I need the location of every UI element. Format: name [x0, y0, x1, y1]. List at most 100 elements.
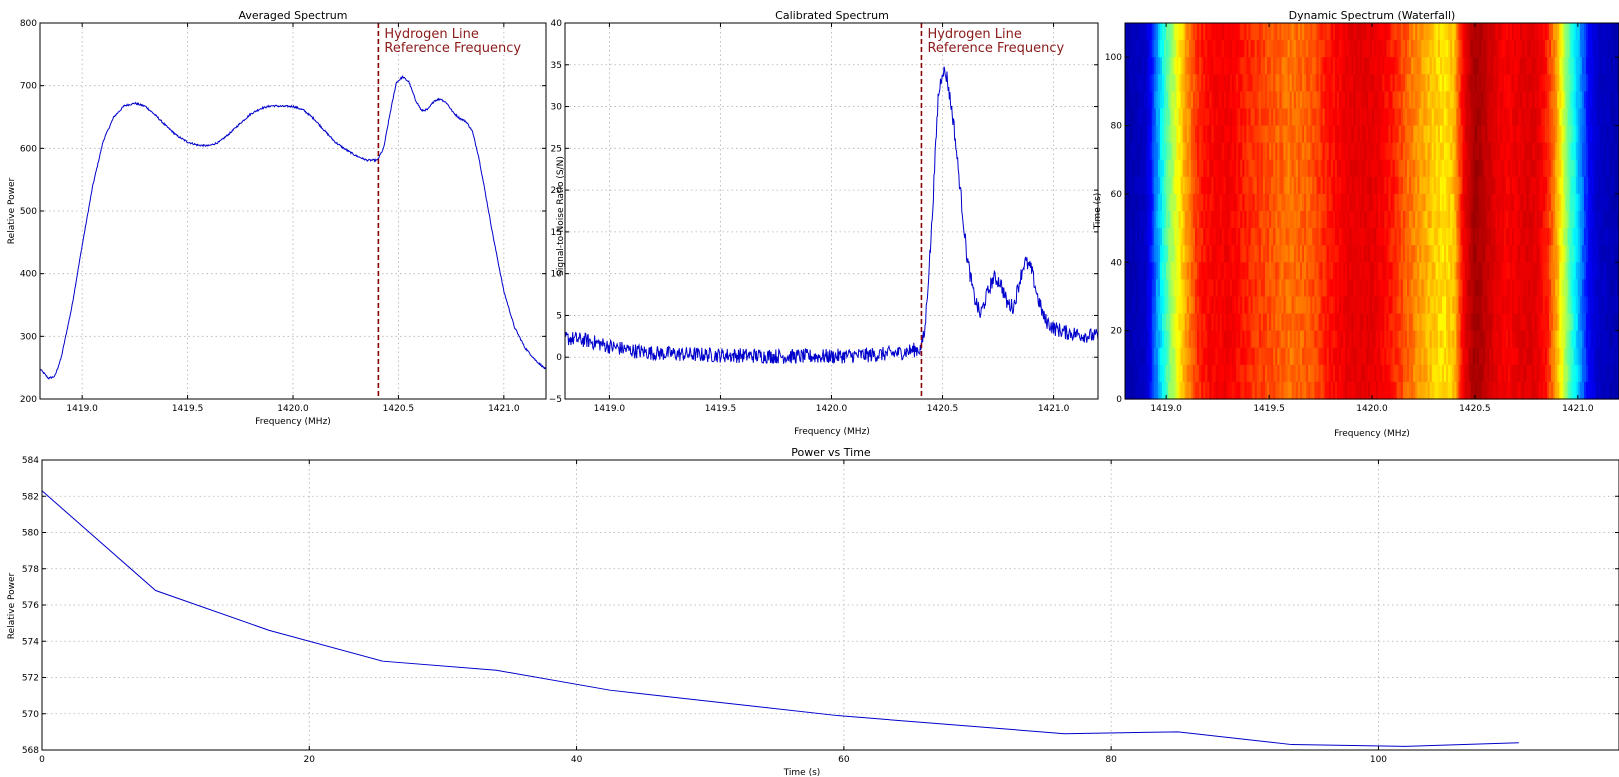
heatmap-cell — [1133, 108, 1136, 127]
heatmap-cell — [1262, 211, 1266, 229]
heatmap-cell — [1363, 142, 1367, 161]
heatmap-cell — [1334, 347, 1338, 366]
heatmap-cell — [1419, 262, 1422, 280]
heatmap-cell — [1439, 108, 1443, 127]
heatmap-cell — [1378, 176, 1381, 195]
heatmap-cell — [1332, 159, 1336, 178]
heatmap-cell — [1569, 245, 1573, 263]
heatmap-cell — [1240, 296, 1243, 315]
heatmap-cell — [1131, 279, 1134, 298]
heatmap-cell — [1409, 228, 1412, 246]
heatmap-cell — [1540, 40, 1544, 58]
heatmap-cell — [1164, 313, 1167, 332]
heatmap-cell — [1530, 347, 1534, 366]
heatmap-cell — [1534, 228, 1538, 246]
heatmap-cell — [1571, 57, 1575, 75]
heatmap-cell — [1151, 279, 1155, 298]
heatmap-cell — [1351, 313, 1355, 332]
heatmap-cell — [1155, 57, 1159, 75]
heatmap-cell — [1406, 142, 1410, 161]
heatmap-cell — [1314, 364, 1318, 383]
heatmap-cell — [1427, 23, 1431, 41]
heatmap-cell — [1493, 364, 1497, 383]
heatmap-cell — [1137, 108, 1141, 127]
averaged-spectrum-ylabel: Relative Power — [7, 178, 17, 245]
heatmap-cell — [1388, 74, 1392, 92]
heatmap-cell — [1474, 313, 1478, 332]
heatmap-cell — [1205, 176, 1208, 195]
heatmap-cell — [1250, 313, 1254, 332]
heatmap-cell — [1345, 228, 1348, 246]
heatmap-cell — [1380, 193, 1383, 212]
heatmap-cell — [1244, 40, 1248, 58]
heatmap-cell — [1184, 245, 1188, 263]
heatmap-cell — [1553, 262, 1556, 280]
heatmap-cell — [1520, 193, 1523, 212]
heatmap-cell — [1252, 364, 1256, 383]
heatmap-cell — [1573, 347, 1577, 366]
heatmap-cell — [1337, 74, 1340, 92]
heatmap-cell — [1567, 279, 1571, 298]
heatmap-cell — [1312, 279, 1315, 298]
heatmap-cell — [1516, 176, 1519, 195]
heatmap-cell — [1170, 296, 1173, 315]
heatmap-cell — [1528, 296, 1532, 315]
heatmap-cell — [1553, 125, 1556, 144]
heatmap-cell — [1460, 57, 1464, 75]
heatmap-cell — [1322, 262, 1326, 280]
heatmap-cell — [1551, 296, 1554, 315]
heatmap-cell — [1345, 364, 1348, 383]
heatmap-cell — [1351, 364, 1355, 383]
heatmap-cell — [1404, 262, 1408, 280]
heatmap-cell — [1460, 142, 1464, 161]
heatmap-cell — [1476, 91, 1480, 110]
heatmap-cell — [1320, 193, 1324, 212]
heatmap-cell — [1546, 245, 1550, 263]
heatmap-cell — [1466, 296, 1470, 315]
heatmap-cell — [1330, 347, 1334, 366]
heatmap-cell — [1466, 193, 1470, 212]
heatmap-cell — [1324, 57, 1328, 75]
heatmap-cell — [1328, 381, 1332, 400]
heatmap-cell — [1427, 262, 1431, 280]
heatmap-cell — [1337, 330, 1340, 349]
heatmap-cell — [1404, 142, 1408, 161]
heatmap-cell — [1468, 245, 1472, 263]
heatmap-cell — [1577, 125, 1581, 144]
heatmap-cell — [1404, 23, 1408, 41]
heatmap-cell — [1435, 57, 1439, 75]
heatmap-cell — [1180, 313, 1184, 332]
heatmap-cell — [1194, 40, 1198, 58]
heatmap-cell — [1509, 330, 1513, 349]
heatmap-cell — [1302, 125, 1305, 144]
heatmap-cell — [1425, 57, 1429, 75]
heatmap-cell — [1509, 245, 1513, 263]
heatmap-cell — [1468, 125, 1472, 144]
heatmap-cell — [1295, 125, 1299, 144]
heatmap-cell — [1324, 245, 1328, 263]
heatmap-cell — [1483, 330, 1486, 349]
heatmap-cell — [1460, 313, 1464, 332]
heatmap-cell — [1201, 57, 1204, 75]
heatmap-cell — [1474, 40, 1478, 58]
heatmap-cell — [1166, 40, 1169, 58]
heatmap-cell — [1229, 381, 1233, 400]
heatmap-cell — [1534, 313, 1538, 332]
heatmap-cell — [1135, 91, 1138, 110]
heatmap-cell — [1353, 211, 1357, 229]
heatmap-cell — [1491, 159, 1495, 178]
heatmap-cell — [1236, 228, 1239, 246]
heatmap-cell — [1464, 296, 1468, 315]
heatmap-cell — [1544, 40, 1548, 58]
heatmap-cell — [1374, 381, 1377, 400]
heatmap-cell — [1476, 381, 1480, 400]
heatmap-cell — [1349, 330, 1353, 349]
heatmap-cell — [1151, 40, 1155, 58]
heatmap-cell — [1406, 262, 1410, 280]
heatmap-cell — [1153, 40, 1157, 58]
heatmap-cell — [1176, 57, 1180, 75]
waterfall-title: Dynamic Spectrum (Waterfall) — [1289, 9, 1456, 22]
heatmap-cell — [1367, 125, 1371, 144]
heatmap-cell — [1182, 142, 1186, 161]
heatmap-cell — [1577, 176, 1581, 195]
